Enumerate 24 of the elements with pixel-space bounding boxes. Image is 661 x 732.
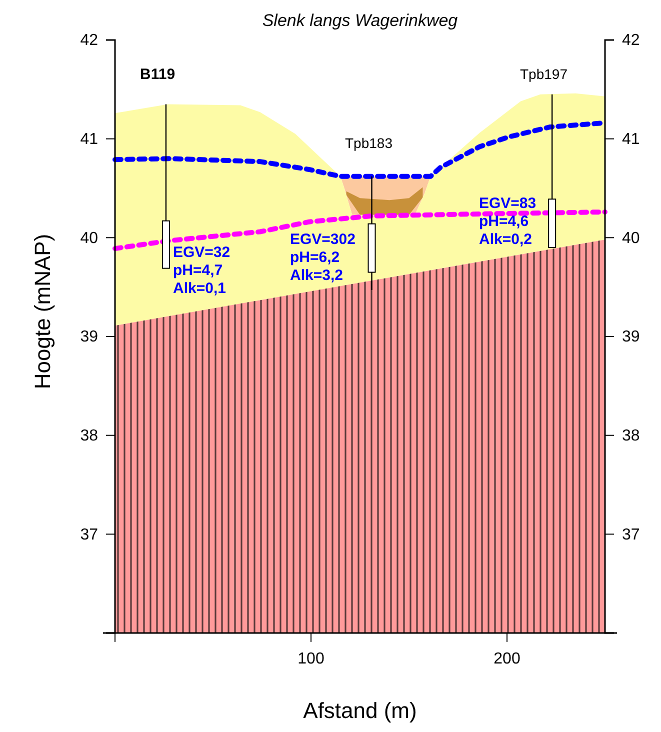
y-tick-label: 40 [80,230,98,247]
annotation: Tpb197 [520,66,568,82]
y2-tick-label: 41 [622,130,640,148]
y-tick-label: 39 [80,328,98,346]
y2-tick-label: 38 [622,427,640,444]
y2-tick-label: 39 [622,328,640,346]
chart-title: Slenk langs Wagerinkweg [262,11,458,30]
annotation: EGV=83 pH=4,6 Alk=0,2 [479,195,536,248]
x-axis-title: Afstand (m) [303,698,417,723]
x-tick-label: 100 [298,650,324,668]
annotation: EGV=32 pH=4,7 Alk=0,1 [173,244,230,297]
y2-tick-label: 37 [622,526,640,544]
y2-tick-label: 42 [622,32,640,50]
annotation: B119 [140,66,176,83]
y-tick-label: 41 [80,130,98,148]
bar [368,223,376,273]
annotation: Tpb183 [345,135,393,151]
annotation: EGV=302 pH=6,2 Alk=3,2 [290,231,356,284]
x-tick-label: 200 [494,650,520,668]
y-tick-label: 37 [80,526,98,544]
y2-tick-label: 40 [622,230,640,247]
y-axis-title: Hoogte (mNAP) [30,234,55,390]
y-tick-label: 42 [80,32,98,50]
y-tick-label: 38 [80,427,98,444]
